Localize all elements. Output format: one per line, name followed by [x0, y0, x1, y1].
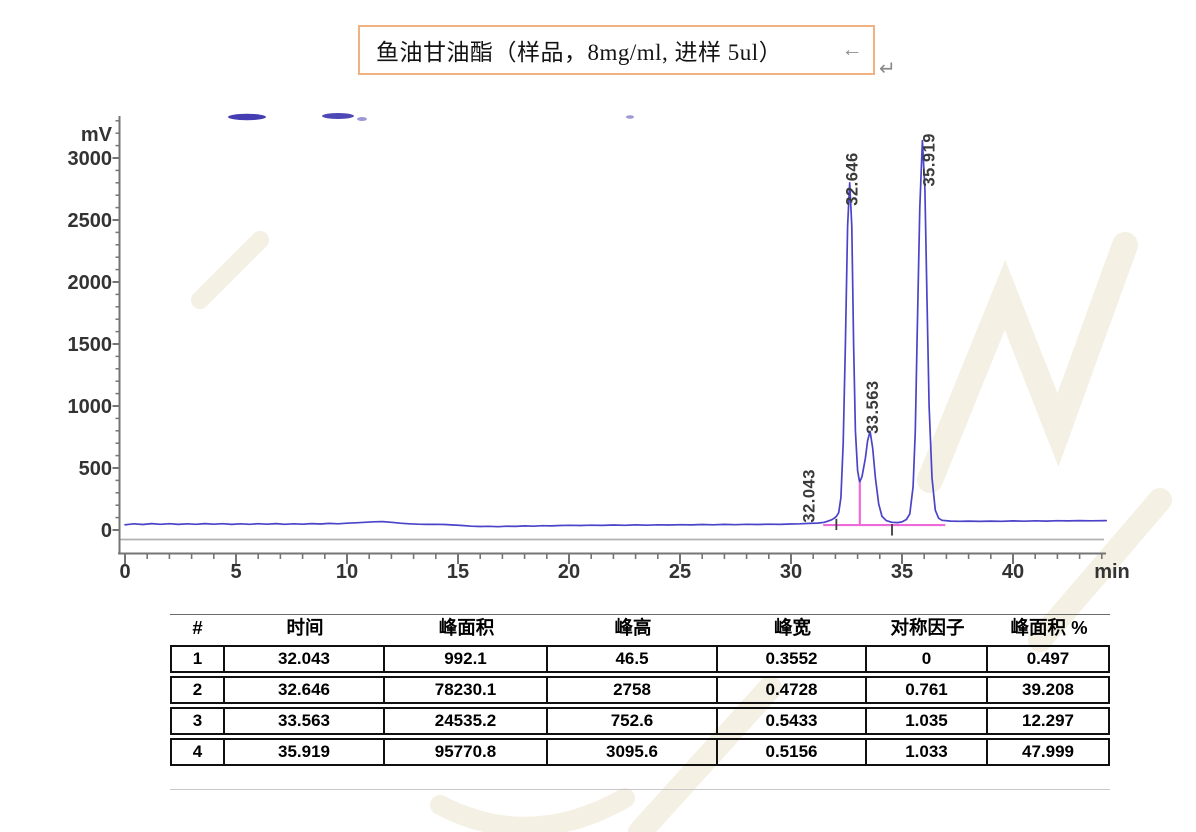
table-header-2: 峰面积	[385, 614, 548, 642]
table-cell: 78230.1	[385, 676, 548, 704]
table-cell: 0.761	[867, 676, 988, 704]
table-cell: 32.043	[225, 645, 385, 673]
table-cell: 0.4728	[718, 676, 867, 704]
table-cell: 1.035	[867, 707, 988, 735]
x-axis-tick-label: 15	[447, 561, 469, 583]
table-cell: 95770.8	[385, 738, 548, 766]
y-axis-tick-label: 2000	[68, 272, 113, 294]
table-header-3: 峰高	[548, 614, 718, 642]
x-axis-tick-label: 10	[336, 561, 358, 583]
paragraph-mark-icon: ↵	[879, 58, 896, 80]
table-cell: 2758	[548, 676, 718, 704]
x-axis-tick-label: 35	[891, 561, 913, 583]
table-cell: 47.999	[988, 738, 1110, 766]
line-break-mark-icon: ←	[841, 38, 863, 61]
x-axis-tick-label: 0	[119, 561, 130, 583]
table-header-4: 峰宽	[718, 614, 867, 642]
table-cell: 0	[867, 645, 988, 673]
table-cell: 32.646	[225, 676, 385, 704]
table-cell: 39.208	[988, 676, 1110, 704]
table-cell: 3	[170, 707, 225, 735]
y-axis-tick-label: 1500	[68, 334, 113, 356]
table-header-0: #	[170, 614, 225, 642]
watermark-stroke	[430, 788, 635, 832]
table-cell: 4	[170, 738, 225, 766]
cropped-text-artifacts	[228, 113, 634, 121]
peak-label-32.646: 32.646	[844, 152, 862, 205]
y-axis-tick-label: 2500	[68, 210, 113, 232]
cropped-text-artifact	[228, 113, 266, 121]
table-cell: 0.5433	[718, 707, 867, 735]
table-cell: 0.497	[988, 645, 1110, 673]
table-row: 3 33.563 24535.2 752.6 0.5433 1.035 12.297	[170, 707, 1110, 735]
table-row: 1 32.043 992.1 46.5 0.3552 0 0.497	[170, 645, 1110, 673]
peak-results-table: # 时间 峰面积 峰高 峰宽 对称因子 峰面积 % 1 32.043 992.1 46.5 0.35…	[170, 611, 1110, 769]
table-cell: 24535.2	[385, 707, 548, 735]
x-axis-tick-label: 5	[230, 561, 241, 583]
x-axis-unit-label: min	[1094, 561, 1130, 583]
table-cell: 35.919	[225, 738, 385, 766]
y-axis-tick-label: 0	[101, 520, 112, 542]
table-cell: 0.3552	[718, 645, 867, 673]
x-axis-tick-label: 25	[669, 561, 691, 583]
y-axis-tick-label: 1000	[68, 396, 113, 418]
table-header-1: 时间	[225, 614, 385, 642]
y-axis-unit-label: mV	[81, 124, 113, 146]
watermark-stroke	[191, 231, 269, 309]
table-cell: 46.5	[548, 645, 718, 673]
page-title: 鱼油甘油酯（样品，8mg/ml, 进样 5ul）	[376, 40, 783, 65]
table-row: 4 35.919 95770.8 3095.6 0.5156 1.033 47.999	[170, 738, 1110, 766]
table-header-5: 对称因子	[867, 614, 988, 642]
table-cell: 33.563	[225, 707, 385, 735]
peak-label-35.919: 35.919	[920, 133, 938, 186]
table-cell: 992.1	[385, 645, 548, 673]
table-shadow-line	[170, 789, 1110, 790]
cropped-text-artifact	[322, 113, 354, 119]
table-cell: 1	[170, 645, 225, 673]
cropped-text-artifact	[357, 117, 367, 121]
detector-signal-trace	[124, 139, 1108, 528]
watermark-stroke	[917, 232, 1138, 493]
table-cell: 12.297	[988, 707, 1110, 735]
peak-retention-labels: 32.043 32.646 33.563 35.919	[800, 133, 938, 523]
y-axis-tick-label: 3000	[68, 148, 113, 170]
x-axis-tick-label: 30	[780, 561, 802, 583]
table-cell: 3095.6	[548, 738, 718, 766]
y-axis-tick-label: 500	[79, 458, 112, 480]
table-cell: 0.5156	[718, 738, 867, 766]
integration-marks	[823, 481, 946, 536]
table-header-row: # 时间 峰面积 峰高 峰宽 对称因子 峰面积 %	[170, 614, 1110, 642]
peak-label-33.563: 33.563	[864, 380, 882, 433]
table-header-6: 峰面积 %	[988, 614, 1110, 642]
cropped-text-artifact	[626, 115, 634, 119]
x-axis-tick-label: 20	[558, 561, 580, 583]
table-cell: 2	[170, 676, 225, 704]
peak-label-32.043: 32.043	[800, 469, 818, 522]
table-cell: 752.6	[548, 707, 718, 735]
table-row: 2 32.646 78230.1 2758 0.4728 0.761 39.208	[170, 676, 1110, 704]
title-box: 鱼油甘油酯（样品，8mg/ml, 进样 5ul） ←	[358, 25, 875, 75]
table-cell: 1.033	[867, 738, 988, 766]
x-axis-tick-label: 40	[1002, 561, 1024, 583]
chromatogram-trace	[124, 139, 1108, 528]
